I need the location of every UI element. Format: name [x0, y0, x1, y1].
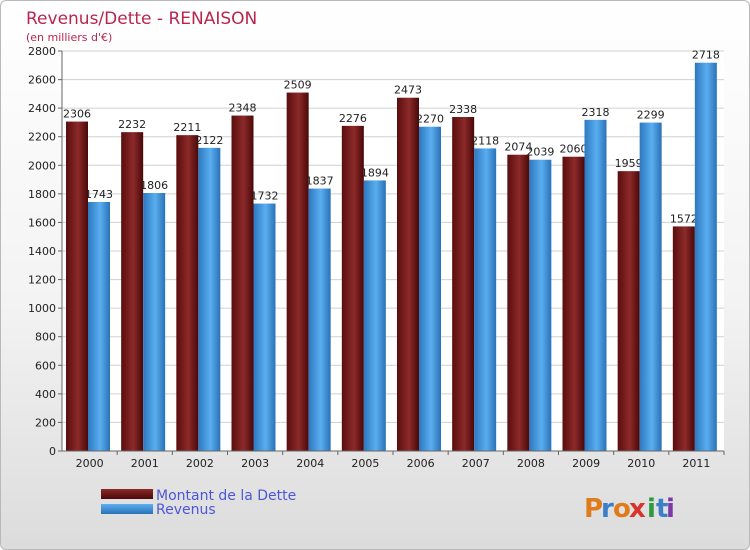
data-label: 2276: [339, 112, 367, 125]
gridlines: [62, 50, 724, 423]
data-label: 2122: [195, 134, 223, 147]
bar-revenus-2007: [474, 148, 497, 451]
x-tick-label: 2007: [462, 457, 490, 470]
x-tick-label: 2009: [572, 457, 600, 470]
bar-dette-2003: [231, 115, 254, 452]
legend-label-revenus: Revenus: [156, 502, 216, 518]
logo-letter: t: [656, 494, 668, 524]
bar-revenus-2003: [253, 203, 276, 451]
y-tick-label: 2800: [28, 45, 56, 58]
proxiti-logo: Pr ox i ti: [584, 494, 675, 524]
legend: Montant de la Dette Revenus: [101, 488, 296, 518]
y-tick-label: 1600: [28, 216, 56, 229]
data-label: 2232: [118, 118, 146, 131]
y-tick-label: 1800: [28, 188, 56, 201]
logo-letter: x: [629, 494, 646, 524]
data-label: 1572: [670, 212, 698, 225]
y-tick-label: 2400: [28, 102, 56, 115]
bar-revenus-2002: [198, 147, 221, 451]
bar-dette-2010: [617, 171, 640, 451]
x-tick-label: 2006: [407, 457, 435, 470]
data-label: 1806: [140, 179, 168, 192]
y-tick-label: 2000: [28, 159, 56, 172]
data-label: 2718: [692, 49, 720, 62]
data-label: 1732: [251, 190, 279, 203]
data-label: 2338: [449, 103, 477, 116]
bar-dette-2002: [176, 135, 199, 451]
legend-swatch-revenus: [101, 504, 153, 514]
bar-revenus-2008: [529, 159, 552, 451]
y-tick-label: 600: [35, 359, 56, 372]
legend-label-dette: Montant de la Dette: [156, 488, 296, 504]
x-axis-ticks: 2000 2001 2002 2003 2004 2005 2006 2007 2008 2009…: [76, 451, 725, 470]
data-label: 2039: [526, 146, 554, 159]
y-tick-label: 2200: [28, 131, 56, 144]
bar-dette-2006: [397, 97, 419, 451]
bar-revenus-2001: [143, 193, 166, 451]
data-label: 2318: [582, 106, 610, 119]
data-label: 2348: [229, 102, 257, 115]
data-label: 2118: [471, 134, 499, 147]
y-axis-ticks: 0 200 400 600 800 1000 1200 1400 1600 1800 2000 220…: [28, 45, 62, 458]
x-tick-label: 2000: [76, 457, 104, 470]
x-tick-label: 2003: [241, 457, 269, 470]
y-tick-label: 2600: [28, 74, 56, 87]
bar-dette-2005: [341, 125, 364, 451]
data-label: 1837: [306, 175, 334, 188]
legend-swatch-dette: [101, 489, 153, 499]
chart-subtitle: (en milliers d'€): [26, 31, 112, 44]
logo-letter: r: [601, 494, 614, 524]
y-tick-label: 400: [35, 388, 56, 401]
data-label: 2074: [504, 141, 532, 154]
logo-letter: i: [647, 494, 656, 524]
y-tick-label: 1000: [28, 302, 56, 315]
x-tick-label: 2001: [131, 457, 159, 470]
logo-letter: o: [613, 494, 631, 524]
bar-dette-2008: [507, 154, 530, 451]
chart-title: Revenus/Dette - RENAISON: [26, 9, 257, 29]
data-label: 2509: [284, 79, 312, 92]
x-tick-label: 2002: [186, 457, 214, 470]
bar-revenus-2010: [639, 122, 662, 452]
bar-revenus-2005: [363, 180, 386, 451]
data-label: 1894: [361, 166, 389, 179]
y-tick-label: 200: [35, 416, 56, 429]
logo-letter: P: [584, 494, 603, 524]
y-tick-label: 1400: [28, 245, 56, 258]
data-label: 1743: [85, 188, 113, 201]
x-tick-label: 2004: [296, 457, 324, 470]
data-label: 2270: [416, 113, 444, 126]
bar-revenus-2009: [584, 119, 607, 451]
data-label: 2306: [63, 108, 91, 121]
bar-revenus-2000: [88, 202, 110, 451]
bar-revenus-2011: [694, 62, 717, 451]
data-label: 1959: [615, 157, 643, 170]
bar-dette-2001: [121, 132, 144, 451]
x-tick-label: 2008: [517, 457, 545, 470]
x-tick-label: 2011: [682, 457, 710, 470]
logo-letter: i: [666, 494, 675, 524]
data-label: 2299: [637, 109, 665, 122]
bar-dette-2000: [66, 121, 88, 452]
bar-dette-2004: [286, 92, 309, 452]
y-tick-label: 1200: [28, 274, 56, 287]
bar-dette-2009: [562, 156, 585, 451]
bar-dette-2011: [672, 226, 695, 451]
bar-dette-2007: [452, 117, 475, 451]
data-label: 2211: [173, 121, 201, 134]
data-label: 2060: [560, 143, 588, 156]
y-tick-label: 800: [35, 331, 56, 344]
bar-revenus-2006: [419, 126, 441, 451]
x-tick-label: 2010: [627, 457, 655, 470]
y-tick-label: 0: [49, 445, 56, 458]
x-tick-label: 2005: [351, 457, 379, 470]
bar-revenus-2004: [308, 188, 331, 452]
data-label: 2473: [394, 84, 422, 97]
